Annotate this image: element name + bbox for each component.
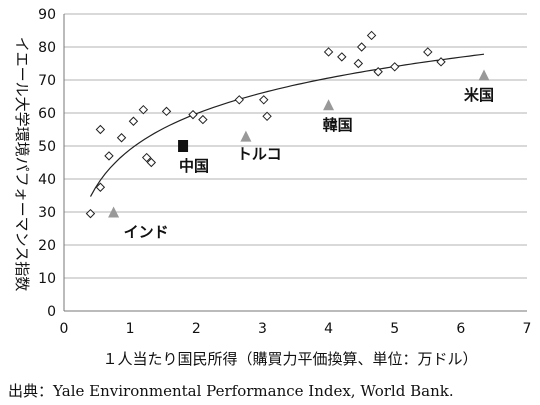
source-note: 出典：Yale Environmental Performance Index,… <box>8 380 538 401</box>
x-tick-label: 6 <box>456 321 465 337</box>
triangle-point <box>478 69 490 81</box>
y-tick-label: 0 <box>47 304 56 320</box>
x-tick-label: 3 <box>258 321 267 337</box>
source-text: Yale Environmental Performance Index, Wo… <box>53 382 454 400</box>
y-tick-label: 80 <box>38 40 56 56</box>
diamond-point <box>234 95 244 105</box>
x-axis-label: １人当たり国民所得（購買力平価換算、単位：万ドル） <box>102 350 477 368</box>
diamond-point <box>259 95 269 105</box>
diamond-point <box>141 152 152 163</box>
y-tick-label: 90 <box>38 7 56 23</box>
triangle-point <box>108 206 120 218</box>
diamond-point <box>262 111 272 122</box>
triangle-point <box>240 130 252 142</box>
diamond-point <box>95 182 106 192</box>
diamond-point <box>356 42 367 52</box>
x-tick-label: 7 <box>523 321 532 337</box>
diamond-point <box>188 109 198 120</box>
triangle-point <box>323 99 335 111</box>
callout-label: 中国 <box>179 157 209 175</box>
diamond-point <box>198 114 208 125</box>
diamond-point <box>366 30 377 41</box>
y-tick-label: 30 <box>38 205 56 221</box>
data-points <box>85 30 490 219</box>
diamond-point <box>423 47 433 57</box>
tick-labels: 0 10 20 30 40 50 60 70 80 90 0 1 2 3 4 5 6 7 <box>38 7 531 337</box>
callout-label: インド <box>124 223 169 241</box>
source-prefix: 出典： <box>8 382 54 400</box>
scatter-chart: 0 10 20 30 40 50 60 70 80 90 0 1 2 3 4 5 6 7 インド トルコ 韓国 米国中国… <box>13 7 531 368</box>
y-tick-label: 70 <box>38 73 56 89</box>
x-tick-label: 1 <box>126 321 135 337</box>
diamond-point <box>337 52 347 62</box>
diamond-point <box>85 208 96 219</box>
diamond-point <box>161 106 172 117</box>
trendline <box>89 53 485 197</box>
diamond-point <box>146 157 157 168</box>
y-tick-label: 50 <box>38 139 56 155</box>
y-tick-label: 10 <box>38 271 56 287</box>
callout-label: 韓国 <box>323 116 353 134</box>
diamond-point <box>104 151 114 161</box>
y-axis-label: イエール大学環境パフォーマンス指数 <box>13 37 31 292</box>
x-tick-label: 4 <box>324 321 333 337</box>
square-point <box>178 140 189 152</box>
diamond-point <box>128 116 139 126</box>
diamond-point <box>95 124 106 135</box>
callout-label: トルコ <box>237 145 282 163</box>
y-tick-label: 60 <box>38 106 56 122</box>
x-tick-label: 5 <box>390 321 399 337</box>
diamond-point <box>373 67 383 77</box>
y-tick-label: 40 <box>38 172 56 188</box>
trendline-path <box>89 53 485 197</box>
diamond-point <box>138 104 149 115</box>
diamond-point <box>390 62 400 72</box>
diamond-point <box>323 47 334 57</box>
x-tick-label: 2 <box>192 321 201 337</box>
y-tick-label: 20 <box>38 238 56 254</box>
gridlines <box>64 13 527 279</box>
callout-label: 米国 <box>464 86 494 104</box>
axes <box>63 14 527 312</box>
x-tick-label: 0 <box>60 321 69 337</box>
diamond-point <box>436 57 446 67</box>
diamond-point <box>353 58 364 69</box>
diamond-point <box>116 133 127 143</box>
